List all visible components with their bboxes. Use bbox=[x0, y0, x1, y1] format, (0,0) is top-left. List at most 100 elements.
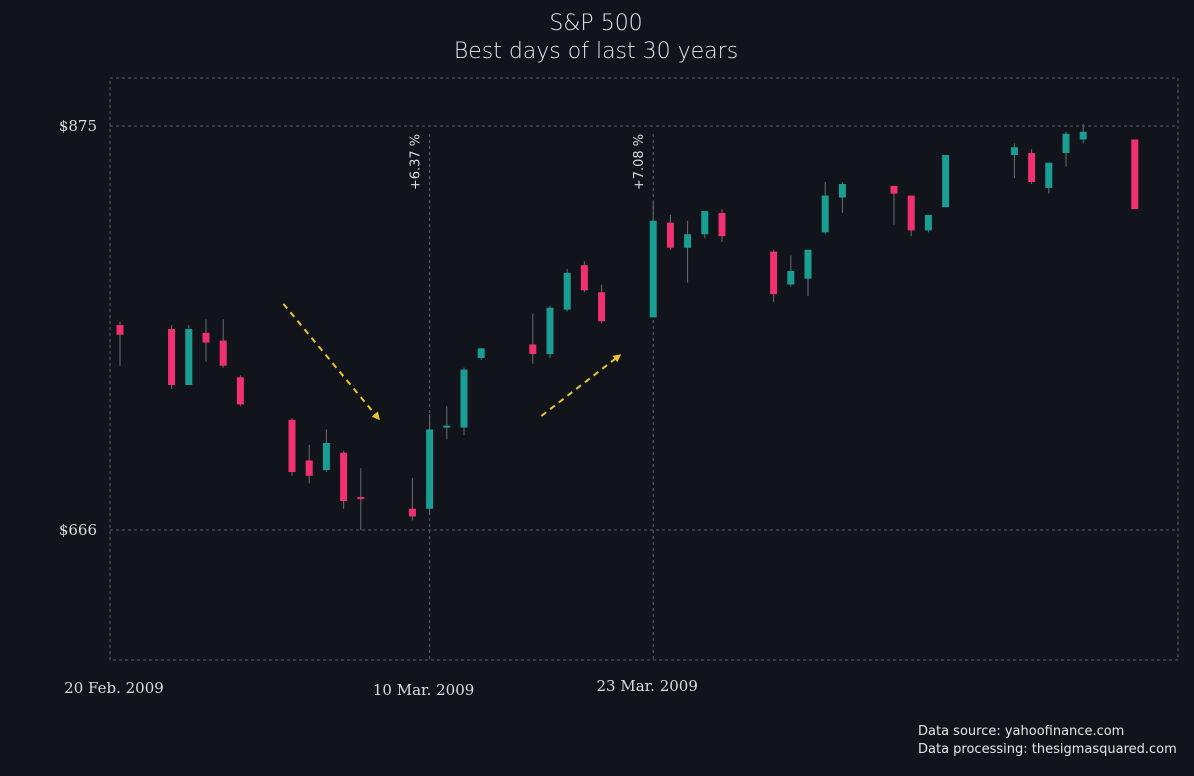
candle-body-up bbox=[563, 272, 571, 310]
candle bbox=[580, 261, 588, 293]
candle bbox=[236, 375, 244, 407]
candle bbox=[1010, 143, 1018, 179]
candle-body-down bbox=[408, 508, 416, 517]
grid-lines bbox=[110, 125, 1178, 660]
candle bbox=[684, 220, 692, 283]
candle-body-up bbox=[546, 307, 554, 355]
plot-frame bbox=[109, 77, 1179, 661]
candle bbox=[718, 209, 726, 242]
candle-body-up bbox=[1045, 162, 1053, 188]
candle-body-down bbox=[357, 497, 365, 500]
candle-body-down bbox=[1028, 153, 1036, 183]
candle-body-down bbox=[236, 377, 244, 405]
candle bbox=[477, 348, 485, 360]
candle bbox=[219, 319, 227, 368]
y-axis-labels: $875 $666 bbox=[59, 117, 97, 539]
candle bbox=[598, 284, 606, 324]
candle-body-down bbox=[666, 222, 674, 248]
candle-body-down bbox=[718, 212, 726, 237]
candle-body-up bbox=[1062, 133, 1070, 154]
candle bbox=[924, 214, 932, 233]
candle bbox=[340, 450, 348, 509]
candle-body-up bbox=[426, 429, 434, 509]
candle bbox=[770, 249, 778, 302]
y-tick-label: $666 bbox=[59, 521, 97, 539]
candle-body-down bbox=[340, 452, 348, 502]
candle-body-up bbox=[460, 369, 468, 428]
x-tick-label: 20 Feb. 2009 bbox=[64, 679, 164, 697]
data-source-text: Data source: yahoofinance.com bbox=[918, 724, 1124, 739]
candle bbox=[408, 477, 416, 521]
candle bbox=[907, 195, 915, 237]
chart-title: S&P 500 bbox=[549, 11, 642, 36]
candle-body-up bbox=[924, 214, 932, 231]
candle bbox=[426, 414, 434, 515]
candle-body-up bbox=[804, 249, 812, 279]
candle-body-down bbox=[529, 344, 537, 355]
candles bbox=[116, 124, 1139, 530]
candle bbox=[322, 429, 330, 473]
candle bbox=[288, 417, 296, 476]
candle bbox=[202, 319, 210, 362]
candle-body-down bbox=[1131, 139, 1139, 210]
data-processing-text: Data processing: thesigmasquared.com bbox=[918, 742, 1177, 757]
candle bbox=[563, 269, 571, 312]
candle bbox=[649, 201, 657, 318]
candle bbox=[787, 255, 795, 287]
x-tick-label: 10 Mar. 2009 bbox=[373, 681, 474, 699]
candle bbox=[1045, 162, 1053, 194]
candle-body-up bbox=[787, 270, 795, 285]
candle-body-up bbox=[821, 195, 829, 233]
trend-arrows bbox=[282, 303, 622, 421]
annotations: +6.37 % +7.08 % bbox=[409, 134, 648, 190]
candle bbox=[305, 444, 313, 484]
candle bbox=[1028, 149, 1036, 184]
annotation-label: +6.37 % bbox=[409, 134, 424, 190]
candle bbox=[1079, 124, 1087, 144]
candle-body-down bbox=[116, 325, 124, 335]
candle bbox=[838, 182, 846, 213]
candle-body-up bbox=[1010, 147, 1018, 155]
candle-body-up bbox=[322, 443, 330, 471]
candle-body-down bbox=[305, 460, 313, 476]
candle bbox=[168, 325, 176, 389]
candle-body-down bbox=[219, 340, 227, 366]
candle-body-up bbox=[185, 328, 193, 386]
candle bbox=[546, 305, 554, 358]
candle-body-up bbox=[684, 234, 692, 248]
candle bbox=[116, 321, 124, 366]
candle-body-down bbox=[907, 195, 915, 231]
candle-body-up bbox=[942, 154, 950, 208]
candle bbox=[357, 468, 365, 530]
candle bbox=[942, 154, 950, 208]
candle bbox=[666, 214, 674, 250]
candle bbox=[460, 367, 468, 436]
candle-body-up bbox=[443, 425, 451, 428]
candle-body-down bbox=[288, 419, 296, 473]
candle-body-up bbox=[838, 183, 846, 198]
candle bbox=[821, 182, 829, 235]
candle-body-down bbox=[598, 292, 606, 322]
candle bbox=[185, 325, 193, 386]
candle-body-down bbox=[580, 265, 588, 291]
candle bbox=[804, 249, 812, 297]
x-tick-label: 23 Mar. 2009 bbox=[597, 677, 698, 695]
candle-body-down bbox=[168, 328, 176, 386]
candle bbox=[1131, 139, 1139, 210]
x-axis-labels: 20 Feb. 2009 10 Mar. 2009 23 Mar. 2009 bbox=[64, 677, 698, 699]
chart-subtitle: Best days of last 30 years bbox=[454, 39, 738, 64]
candle bbox=[529, 313, 537, 364]
candle-body-down bbox=[202, 332, 210, 343]
candle-body-up bbox=[701, 211, 709, 235]
candle-body-down bbox=[890, 185, 898, 194]
candle-body-down bbox=[770, 251, 778, 295]
annotation-label: +7.08 % bbox=[632, 134, 647, 190]
candle bbox=[1062, 131, 1070, 167]
candle bbox=[443, 406, 451, 440]
candle bbox=[701, 211, 709, 239]
trend-arrow-down bbox=[282, 303, 380, 421]
candle-body-up bbox=[1079, 131, 1087, 140]
trend-arrow-up bbox=[540, 354, 622, 417]
y-tick-label: $875 bbox=[59, 117, 97, 135]
